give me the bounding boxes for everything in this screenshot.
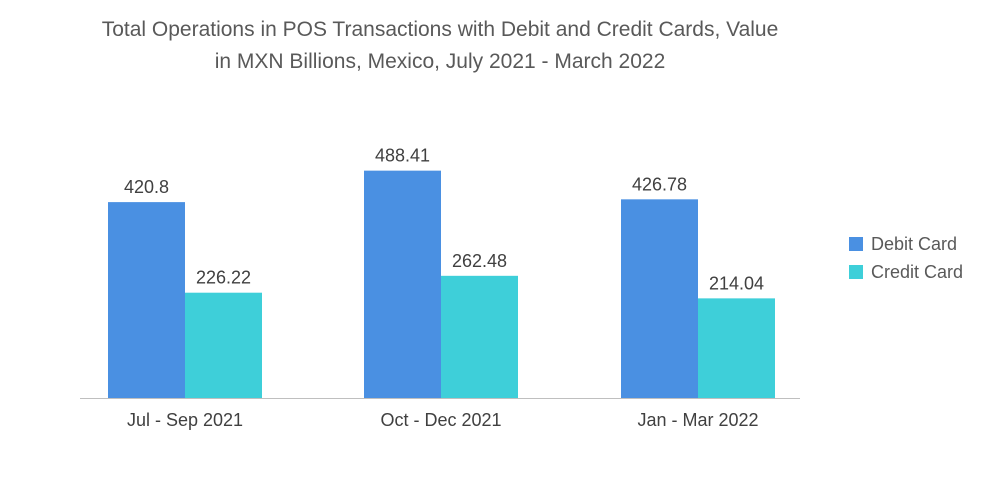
legend-item-credit: Credit Card xyxy=(849,258,963,286)
chart-title-line-1: Total Operations in POS Transactions wit… xyxy=(101,18,779,41)
data-label-credit-0: 226.22 xyxy=(196,268,251,288)
data-label-credit-2: 214.04 xyxy=(709,273,764,293)
bar-credit-0 xyxy=(185,292,262,398)
x-tick-label-2: Jan - Mar 2022 xyxy=(637,410,758,430)
bar-debit-1 xyxy=(364,170,441,398)
legend-swatch-debit xyxy=(849,237,863,251)
data-label-debit-0: 420.8 xyxy=(124,177,169,197)
legend-swatch-credit xyxy=(849,265,863,279)
bar-credit-1 xyxy=(441,275,518,398)
chart-legend: Debit Card Credit Card xyxy=(849,230,963,286)
bar-debit-0 xyxy=(108,202,185,398)
legend-label-credit: Credit Card xyxy=(871,261,964,282)
bar-debit-2 xyxy=(621,199,698,398)
x-tick-label-1: Oct - Dec 2021 xyxy=(380,410,501,430)
legend-label-debit: Debit Card xyxy=(871,233,958,254)
data-label-debit-1: 488.41 xyxy=(375,146,430,166)
data-label-credit-1: 262.48 xyxy=(452,251,507,271)
legend-item-debit: Debit Card xyxy=(849,230,963,258)
chart-title-line-2: in MXN Billions, Mexico, July 2021 - Mar… xyxy=(214,50,666,73)
x-tick-label-0: Jul - Sep 2021 xyxy=(127,410,243,430)
chart-title: Total Operations in POS Transactions wit… xyxy=(0,14,880,78)
data-label-debit-2: 426.78 xyxy=(632,174,687,194)
bar-credit-2 xyxy=(698,298,775,398)
